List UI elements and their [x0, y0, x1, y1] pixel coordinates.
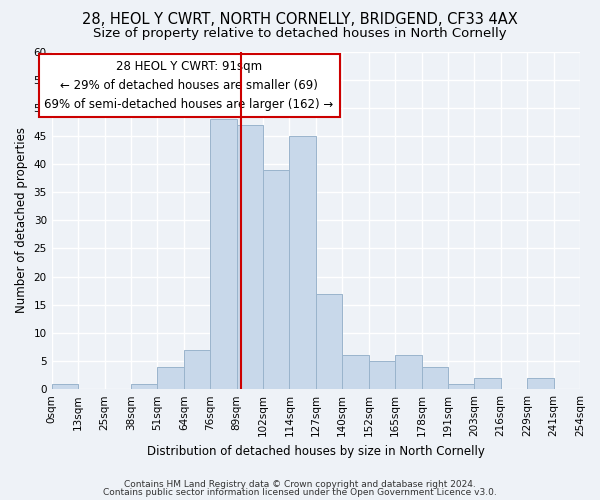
- Text: 28, HEOL Y CWRT, NORTH CORNELLY, BRIDGEND, CF33 4AX: 28, HEOL Y CWRT, NORTH CORNELLY, BRIDGEN…: [82, 12, 518, 28]
- Y-axis label: Number of detached properties: Number of detached properties: [15, 128, 28, 314]
- Text: 28 HEOL Y CWRT: 91sqm
← 29% of detached houses are smaller (69)
69% of semi-deta: 28 HEOL Y CWRT: 91sqm ← 29% of detached …: [44, 60, 334, 111]
- Bar: [368, 361, 395, 389]
- Bar: [184, 350, 210, 389]
- Bar: [527, 378, 554, 389]
- Text: Contains HM Land Registry data © Crown copyright and database right 2024.: Contains HM Land Registry data © Crown c…: [124, 480, 476, 489]
- Bar: [395, 356, 421, 389]
- X-axis label: Distribution of detached houses by size in North Cornelly: Distribution of detached houses by size …: [147, 444, 485, 458]
- Bar: [131, 384, 157, 389]
- Text: Contains public sector information licensed under the Open Government Licence v3: Contains public sector information licen…: [103, 488, 497, 497]
- Bar: [210, 119, 236, 389]
- Text: Size of property relative to detached houses in North Cornelly: Size of property relative to detached ho…: [93, 28, 507, 40]
- Bar: [342, 356, 368, 389]
- Bar: [52, 384, 78, 389]
- Bar: [316, 294, 342, 389]
- Bar: [236, 124, 263, 389]
- Bar: [263, 170, 289, 389]
- Bar: [421, 366, 448, 389]
- Bar: [157, 366, 184, 389]
- Bar: [289, 136, 316, 389]
- Bar: [475, 378, 501, 389]
- Bar: [448, 384, 475, 389]
